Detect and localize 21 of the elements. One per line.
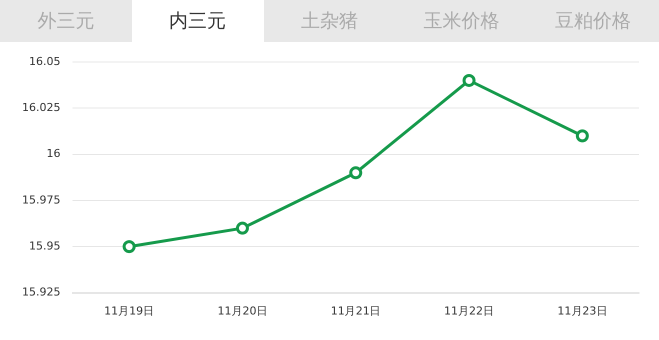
y-tick-label: 16.05	[28, 54, 60, 68]
x-tick-label: 11月23日	[557, 304, 608, 318]
x-tick-label: 11月19日	[104, 304, 154, 318]
x-tick-label: 11月21日	[330, 304, 381, 318]
point	[236, 222, 249, 235]
y-tick-label: 16	[46, 147, 60, 160]
x-tick-label: 11月22日	[444, 304, 494, 318]
text: 玉米价格	[422, 9, 500, 34]
y-tick-label: 15.925	[22, 286, 60, 299]
y-tick-label: 16.025	[22, 101, 60, 114]
chart-title: 内三元	[132, 0, 264, 42]
text: 土杂猪	[300, 9, 359, 34]
point	[462, 74, 476, 87]
point	[122, 240, 136, 254]
point	[349, 166, 362, 180]
text: 豆粕价格	[554, 9, 632, 34]
text: 外三元	[36, 9, 96, 34]
x-tick-label: 11月20日	[217, 304, 268, 318]
point	[576, 129, 589, 142]
y-tick-label: 15.95	[28, 240, 60, 252]
y-tick-label: 15.975	[22, 193, 60, 206]
